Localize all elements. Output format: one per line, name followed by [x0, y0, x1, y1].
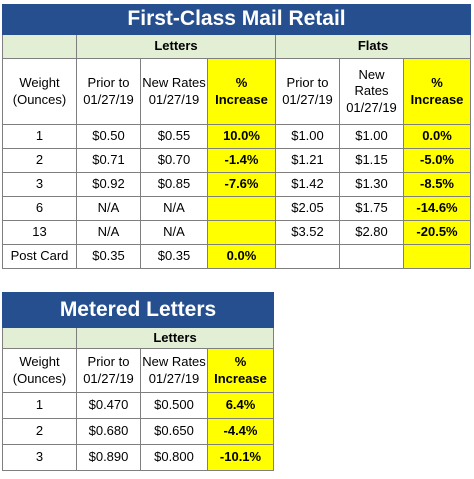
flats-prior-cell: $1.42	[275, 172, 340, 197]
retail-rates-table: First-Class Mail Retail Letters Flats We…	[1, 4, 472, 269]
letters-new-cell: $0.55	[140, 124, 208, 149]
flats-new-cell: $1.30	[339, 172, 404, 197]
table-row: Post Card $0.35 $0.35 0.0%	[2, 244, 472, 269]
metered-title: Metered Letters	[1, 292, 275, 328]
letters-prior-cell: $0.71	[76, 148, 141, 173]
letters-new-cell: N/A	[140, 220, 208, 245]
flats-new-cell: $1.15	[339, 148, 404, 173]
flats-pct-cell: -14.6%	[402, 196, 472, 221]
flats-prior-cell: $1.21	[275, 148, 340, 173]
weight-cell: 2	[2, 148, 77, 173]
letters-pct-cell: -1.4%	[207, 148, 276, 173]
table-row: 2 $0.71 $0.70 -1.4% $1.21 $1.15 -5.0%	[2, 148, 472, 173]
letters-prior-cell: N/A	[76, 220, 141, 245]
retail-header-flats-prior: Prior to 01/27/19	[275, 58, 340, 125]
weight-cell: 1	[2, 392, 77, 419]
table-row: 3 $0.890 $0.800 -10.1%	[2, 444, 275, 471]
flats-prior-cell: $3.52	[275, 220, 340, 245]
pct-cell: 6.4%	[206, 392, 275, 419]
weight-cell: 13	[2, 220, 77, 245]
letters-pct-cell: -7.6%	[207, 172, 276, 197]
flats-prior-cell: $1.00	[275, 124, 340, 149]
metered-header-prior: Prior to 01/27/19	[76, 348, 141, 393]
flats-new-cell: $2.80	[339, 220, 404, 245]
letters-prior-cell: $0.50	[76, 124, 141, 149]
letters-new-cell: $0.35	[140, 244, 208, 269]
table-row: 1 $0.470 $0.500 6.4%	[2, 392, 275, 419]
table-row: 6 N/A N/A $2.05 $1.75 -14.6%	[2, 196, 472, 221]
flats-new-cell: $1.00	[339, 124, 404, 149]
table-row: 13 N/A N/A $3.52 $2.80 -20.5%	[2, 220, 472, 245]
metered-group-blank	[2, 327, 77, 349]
retail-header-letters-prior: Prior to 01/27/19	[76, 58, 141, 125]
retail-title: First-Class Mail Retail	[1, 4, 472, 35]
weight-cell: Post Card	[2, 244, 77, 269]
letters-prior-cell: $0.35	[76, 244, 141, 269]
weight-cell: 1	[2, 124, 77, 149]
letters-new-cell: $0.70	[140, 148, 208, 173]
new-cell: $0.800	[140, 444, 208, 471]
letters-new-cell: N/A	[140, 196, 208, 221]
table-row: 3 $0.92 $0.85 -7.6% $1.42 $1.30 -8.5%	[2, 172, 472, 197]
letters-pct-cell: 0.0%	[207, 244, 276, 269]
flats-new-cell: $1.75	[339, 196, 404, 221]
weight-cell: 3	[2, 444, 77, 471]
metered-rates-table: Metered Letters Letters Weight (Ounces) P…	[1, 292, 275, 471]
letters-prior-cell: N/A	[76, 196, 141, 221]
retail-header-flats-new: New Rates 01/27/19	[339, 58, 404, 125]
flats-pct-cell: 0.0%	[402, 124, 472, 149]
prior-cell: $0.470	[76, 392, 141, 419]
metered-header-new: New Rates 01/27/19	[140, 348, 208, 393]
retail-header-flats-pct: % Increase	[402, 58, 472, 125]
retail-header-weight: Weight (Ounces)	[2, 58, 77, 125]
flats-prior-cell: $2.05	[275, 196, 340, 221]
retail-header-letters-pct: % Increase	[207, 58, 276, 125]
flats-new-cell	[339, 244, 404, 269]
weight-cell: 3	[2, 172, 77, 197]
metered-header-pct: % Increase	[206, 348, 275, 393]
flats-pct-cell: -20.5%	[402, 220, 472, 245]
letters-pct-cell: 10.0%	[207, 124, 276, 149]
letters-pct-cell	[207, 220, 276, 245]
flats-pct-cell: -5.0%	[402, 148, 472, 173]
pct-cell: -4.4%	[206, 418, 275, 445]
flats-pct-cell: -8.5%	[402, 172, 472, 197]
prior-cell: $0.680	[76, 418, 141, 445]
metered-group-letters: Letters	[75, 327, 275, 349]
new-cell: $0.650	[140, 418, 208, 445]
table-row: 2 $0.680 $0.650 -4.4%	[2, 418, 275, 445]
table-row: 1 $0.50 $0.55 10.0% $1.00 $1.00 0.0%	[2, 124, 472, 149]
weight-cell: 6	[2, 196, 77, 221]
flats-prior-cell	[275, 244, 340, 269]
letters-pct-cell	[207, 196, 276, 221]
weight-cell: 2	[2, 418, 77, 445]
prior-cell: $0.890	[76, 444, 141, 471]
retail-group-flats: Flats	[274, 34, 472, 59]
flats-pct-cell	[402, 244, 472, 269]
letters-prior-cell: $0.92	[76, 172, 141, 197]
new-cell: $0.500	[140, 392, 208, 419]
metered-header-weight: Weight (Ounces)	[2, 348, 77, 393]
letters-new-cell: $0.85	[140, 172, 208, 197]
retail-group-blank	[2, 34, 77, 59]
retail-header-letters-new: New Rates 01/27/19	[140, 58, 208, 125]
retail-group-letters: Letters	[76, 34, 276, 59]
pct-cell: -10.1%	[206, 444, 275, 471]
